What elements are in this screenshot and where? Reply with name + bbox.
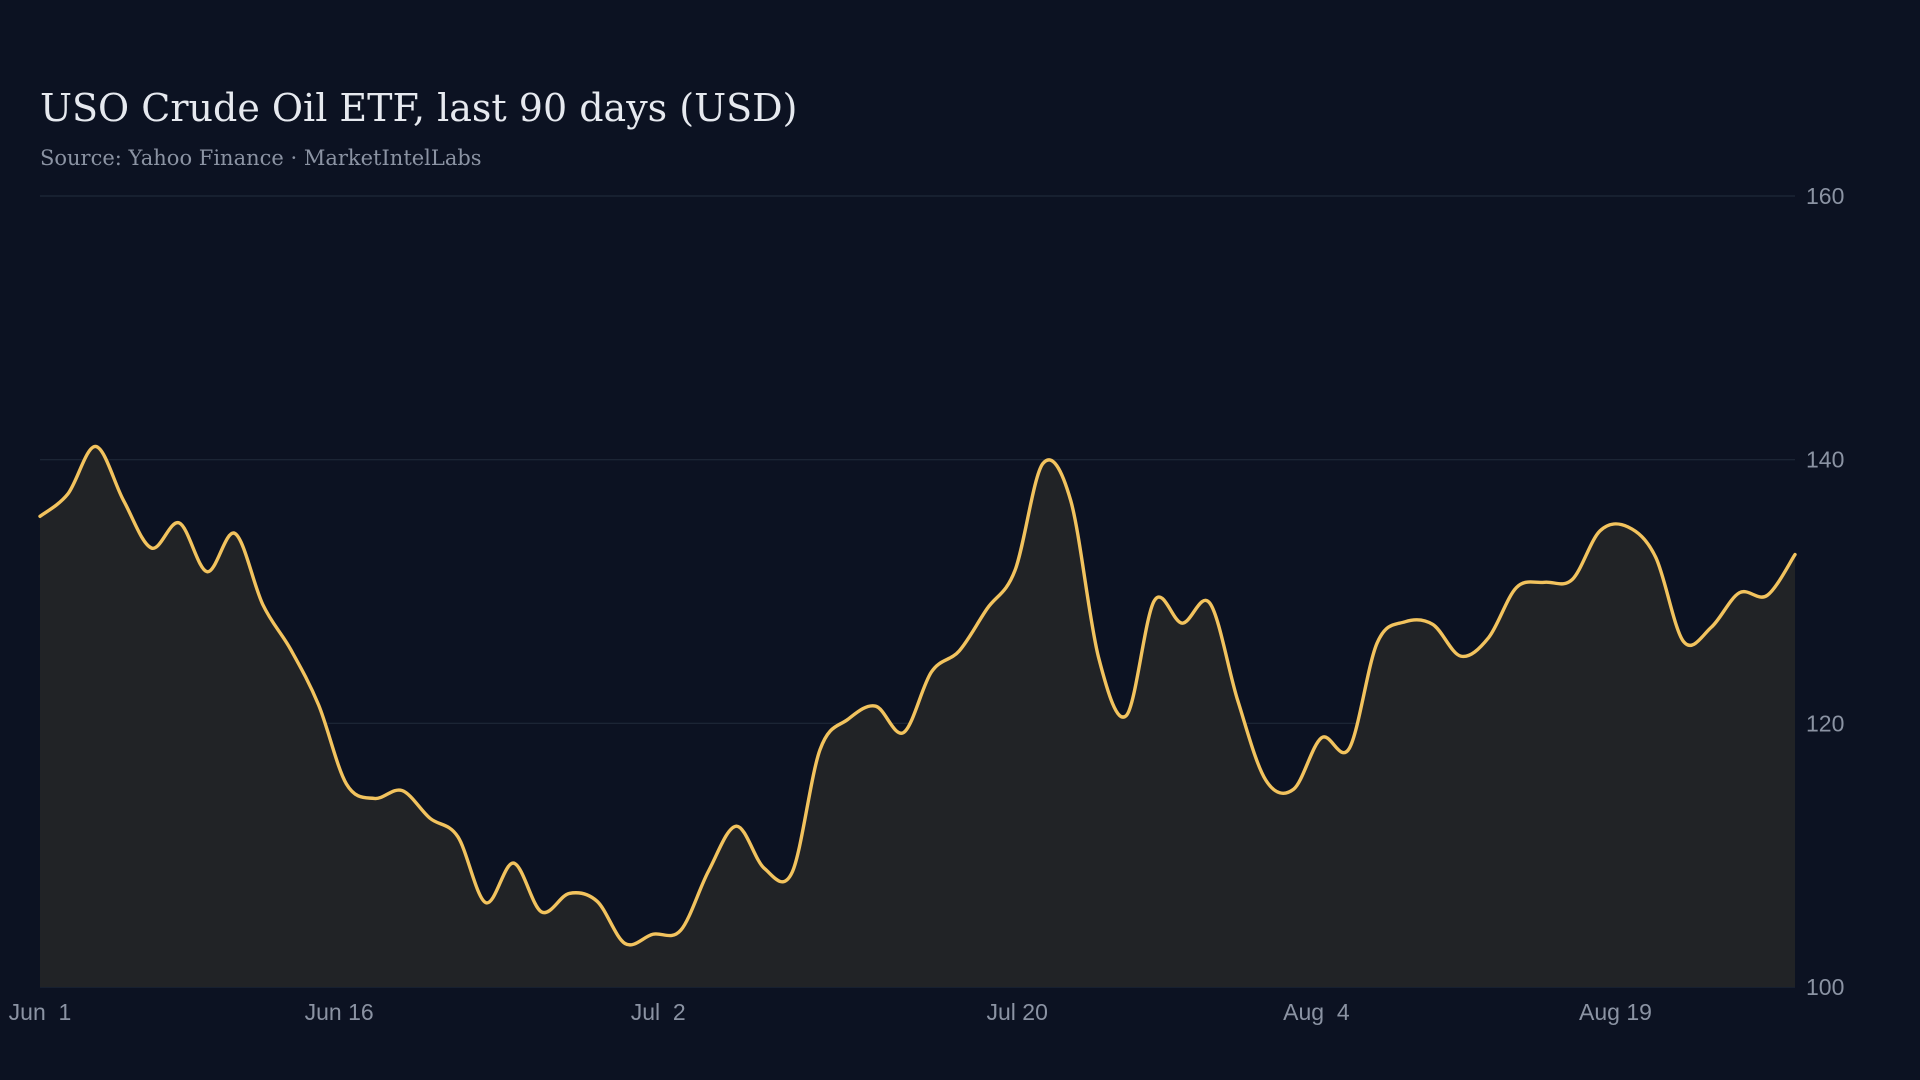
data-point <box>512 861 516 865</box>
data-point <box>790 870 794 874</box>
data-point <box>1319 736 1323 740</box>
data-point <box>957 649 961 653</box>
data-point <box>539 910 543 914</box>
data-point <box>233 531 237 535</box>
data-point <box>1264 778 1268 782</box>
x-tick-label: Jun 16 <box>305 999 374 1025</box>
data-point <box>66 492 70 496</box>
data-point <box>1069 499 1073 503</box>
data-point <box>1013 568 1017 572</box>
data-point <box>149 546 153 550</box>
chart-title: USO Crude Oil ETF, last 90 days (USD) <box>40 86 798 130</box>
data-point <box>1598 529 1602 533</box>
series-layer <box>38 444 1797 988</box>
y-tick-label: 120 <box>1806 710 1844 736</box>
data-point <box>344 782 348 786</box>
x-tick-label: Aug 19 <box>1579 999 1652 1025</box>
data-point <box>985 607 989 611</box>
data-point <box>1626 525 1630 529</box>
data-point <box>317 703 321 707</box>
data-point <box>177 521 181 525</box>
data-point <box>1542 580 1546 584</box>
data-point <box>1180 621 1184 625</box>
data-point <box>1124 713 1128 717</box>
x-tick-label: Jul 2 <box>631 999 686 1025</box>
axis-layer: 100 120 140 160 Jun 1 Jun 16 Jul 2 Jul 20 Aug 4 A… <box>9 183 1845 1025</box>
data-point <box>929 670 933 674</box>
y-tick-label: 140 <box>1806 447 1844 473</box>
data-point <box>846 717 850 721</box>
data-point <box>1431 622 1435 626</box>
data-point <box>38 514 42 518</box>
series-line <box>38 444 1797 947</box>
y-tick-label: 100 <box>1806 974 1844 1000</box>
data-point <box>1514 586 1518 590</box>
data-point <box>122 499 126 503</box>
data-point <box>734 824 738 828</box>
data-point <box>1765 593 1769 597</box>
data-point <box>818 748 822 752</box>
data-point <box>1682 640 1686 644</box>
x-tick-label: Aug 4 <box>1283 999 1350 1025</box>
x-tick-label: Jul 20 <box>987 999 1048 1025</box>
data-point <box>428 816 432 820</box>
chart-subtitle: Source: Yahoo Finance · MarketIntelLabs <box>40 146 482 170</box>
data-point <box>1375 641 1379 645</box>
data-point <box>567 891 571 895</box>
data-point <box>1737 591 1741 595</box>
data-point <box>1041 462 1045 466</box>
data-point <box>595 899 599 903</box>
data-point <box>1403 620 1407 624</box>
data-point <box>762 866 766 870</box>
data-point <box>651 932 655 936</box>
data-point <box>261 603 265 607</box>
data-point <box>484 901 488 905</box>
data-point <box>1236 699 1240 703</box>
data-point <box>1208 601 1212 605</box>
series-area <box>40 446 1795 988</box>
data-point <box>1654 555 1658 559</box>
x-tick-label: Jun 1 <box>9 999 72 1025</box>
data-point <box>456 835 460 839</box>
data-point <box>94 444 98 448</box>
data-point <box>1097 655 1101 659</box>
data-point <box>205 570 209 574</box>
data-point <box>1459 654 1463 658</box>
data-point <box>623 941 627 945</box>
data-point <box>289 648 293 652</box>
data-point <box>707 869 711 873</box>
data-point <box>1152 599 1156 603</box>
data-point <box>1793 553 1797 557</box>
data-point <box>1570 578 1574 582</box>
data-point <box>372 796 376 800</box>
data-point <box>1709 625 1713 629</box>
data-point <box>1292 787 1296 791</box>
data-point <box>1487 636 1491 640</box>
data-point <box>874 704 878 708</box>
data-point <box>400 789 404 793</box>
y-tick-label: 160 <box>1806 183 1844 209</box>
data-point <box>679 928 683 932</box>
data-point <box>1347 746 1351 750</box>
data-point <box>902 731 906 735</box>
